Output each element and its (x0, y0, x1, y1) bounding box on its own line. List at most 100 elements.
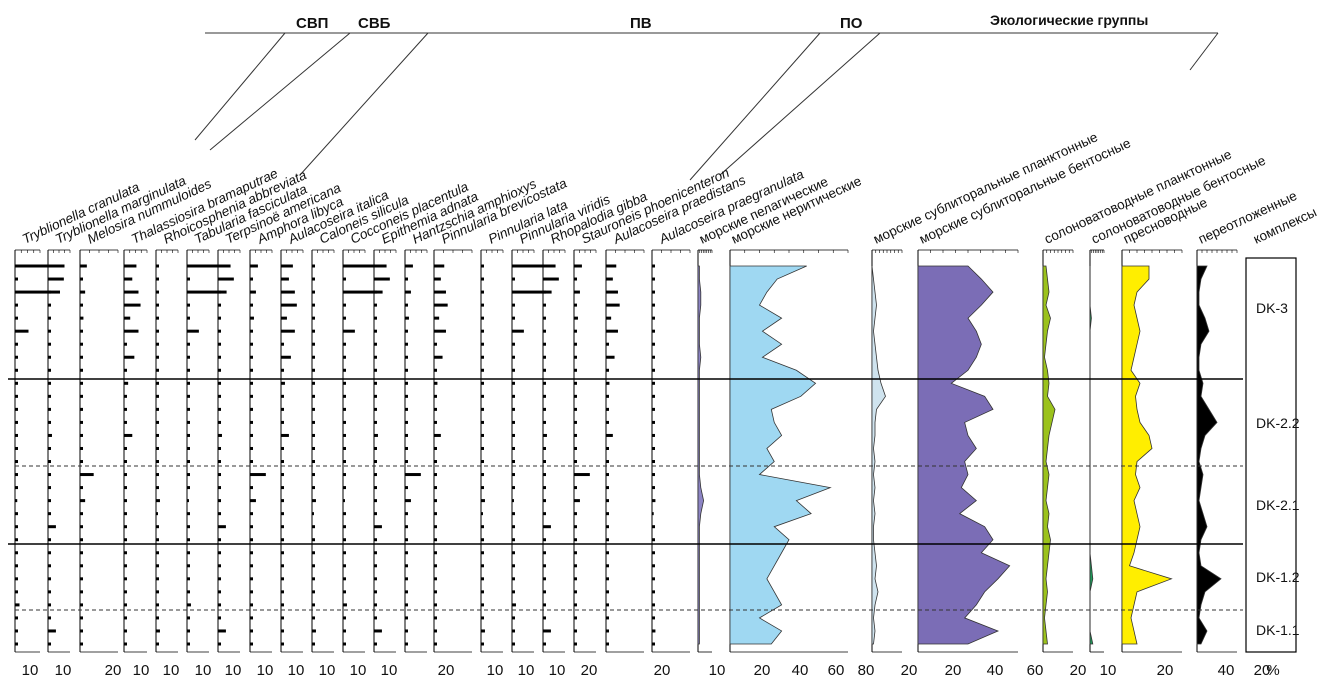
taxon-bar (312, 590, 315, 594)
taxon-bar (250, 433, 253, 437)
taxon-bar (312, 551, 315, 555)
taxon-bar (250, 394, 253, 398)
taxon-bar (405, 264, 413, 268)
taxon-bar (80, 368, 83, 372)
taxon-bar (434, 551, 437, 555)
taxon-bar (652, 564, 655, 568)
taxon-bar (156, 342, 159, 346)
taxon-bar (512, 329, 524, 333)
taxon-bar (281, 394, 284, 398)
taxon-bar (48, 603, 51, 607)
taxon-bar (343, 577, 346, 581)
taxon-bar (374, 499, 377, 503)
taxon-bar (374, 525, 382, 529)
taxon-bar (606, 381, 610, 385)
tick-label: 10 (709, 662, 726, 679)
taxon-bar (606, 290, 618, 294)
taxon-bar (80, 407, 83, 411)
taxon-bar (48, 538, 51, 542)
taxon-bar (156, 303, 159, 307)
taxon-bar (512, 355, 515, 359)
taxon-bar (434, 355, 443, 359)
taxon-bar (574, 329, 577, 333)
taxon-bar (434, 486, 437, 490)
taxon-bar (250, 603, 253, 607)
taxon-bar (124, 642, 127, 646)
taxon-bar (80, 394, 83, 398)
taxon-bar (343, 629, 346, 633)
taxon-bar (543, 290, 546, 294)
taxon-bar (543, 381, 546, 385)
taxon-bar (281, 538, 284, 542)
taxon-bar (343, 486, 346, 490)
taxon-bar (218, 564, 221, 568)
taxon-bar (606, 473, 609, 477)
taxon-bar (434, 433, 441, 437)
taxon-bar (48, 590, 51, 594)
taxon-bar (250, 538, 253, 542)
taxon-bar (312, 407, 315, 411)
taxon-bar (281, 499, 284, 503)
taxon-bar (574, 264, 582, 268)
taxon-bar (512, 642, 515, 646)
taxon-bar (652, 290, 655, 294)
taxon-bar (481, 551, 484, 555)
taxon-bar (543, 277, 559, 281)
taxon-bar (250, 381, 253, 385)
taxon-bar (652, 342, 655, 346)
taxon-bar (218, 342, 221, 346)
taxon-bar (312, 290, 315, 294)
taxon-bar (606, 460, 609, 464)
taxon-bar (312, 564, 315, 568)
taxon-bar (481, 303, 484, 307)
taxon-bar (481, 538, 484, 542)
taxon-bar (652, 316, 655, 320)
taxon-bar (343, 538, 346, 542)
tick-label: 10 (195, 662, 212, 679)
taxon-bar (434, 577, 437, 581)
taxon-bar (652, 329, 655, 333)
taxon-bar (187, 277, 190, 281)
taxon-bar (481, 629, 485, 633)
taxon-bar (543, 577, 546, 581)
taxon-bar (481, 446, 484, 450)
taxon-bar (606, 264, 617, 268)
taxon-bar (250, 577, 253, 581)
taxon-bar (156, 512, 158, 516)
taxon-bar (218, 264, 222, 268)
taxon-bar (574, 642, 577, 646)
complex-label: DK-1.2 (1256, 569, 1300, 585)
taxon-bar (250, 512, 253, 516)
taxon-bar (343, 564, 346, 568)
taxon-bar (15, 342, 18, 346)
taxon-bar (124, 381, 129, 385)
taxon-bar (481, 355, 484, 359)
taxon-bar (15, 629, 18, 633)
taxon-bar (218, 460, 221, 464)
taxon-bar (218, 473, 221, 477)
taxon-bar (156, 420, 159, 424)
taxon-bar (187, 420, 190, 424)
taxon-bar (281, 290, 295, 294)
taxon-bar (405, 446, 408, 450)
taxon-bar (481, 512, 483, 516)
taxon-bar (481, 264, 484, 268)
taxon-bar (48, 433, 52, 437)
taxon-bar (481, 394, 484, 398)
taxon-bar (512, 473, 515, 477)
taxon-bar (156, 433, 159, 437)
taxon-bar (374, 394, 377, 398)
taxon-bar (312, 264, 315, 268)
tick-label: 10 (55, 662, 72, 679)
eco-area (917, 265, 1011, 645)
taxon-bar (405, 277, 408, 281)
taxon-bar (652, 264, 655, 268)
taxon-bar (187, 473, 190, 477)
taxon-bar (481, 486, 484, 490)
taxon-bar (250, 629, 253, 633)
taxon-bar (543, 590, 546, 594)
taxon-bar (156, 642, 159, 646)
taxon-bar (218, 329, 221, 333)
taxon-bar (124, 316, 131, 320)
taxon-bar (250, 473, 266, 477)
